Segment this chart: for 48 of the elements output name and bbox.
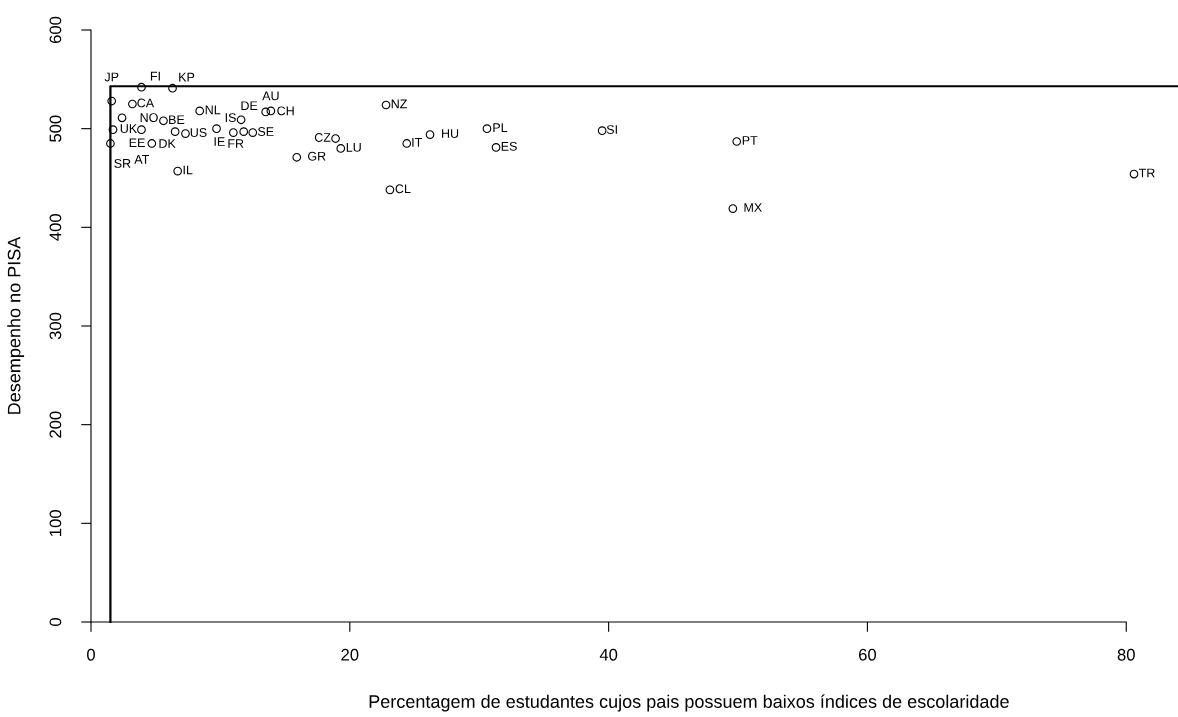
- x-tick-label: 0: [87, 648, 95, 661]
- annotation: TR: [1138, 168, 1155, 178]
- annotation: FR: [228, 139, 244, 148]
- annotation: US: [190, 128, 207, 137]
- y-tick-label: 500: [49, 115, 62, 142]
- annotation: CL: [395, 184, 411, 194]
- y-axis-title: Desempenho no PISA: [7, 236, 25, 414]
- annotation: PT: [742, 136, 758, 145]
- y-tick-label: 400: [49, 214, 62, 241]
- y-tick-label: 100: [49, 510, 62, 536]
- annotation: CA: [137, 98, 155, 108]
- annotation: HU: [442, 129, 459, 138]
- y-tick-label: 0: [49, 618, 62, 626]
- annotation: CZ: [314, 133, 331, 142]
- annotation: BE: [169, 115, 185, 125]
- annotation: NZ: [391, 99, 407, 109]
- annotation: UK: [120, 124, 138, 134]
- annotation: PL: [493, 123, 508, 132]
- annotation: IS: [225, 113, 236, 123]
- annotation: AT: [134, 155, 150, 164]
- x-axis-title: Percentagem de estudantes cujos pais possuem baixos índices de escolaridade: [369, 694, 1009, 712]
- annotation: IE: [214, 137, 225, 146]
- annotation: JP: [104, 72, 119, 82]
- annotation: SR: [114, 158, 131, 168]
- y-tick-label: 200: [49, 411, 62, 438]
- annotation: MX: [744, 203, 762, 212]
- annotation: NL: [205, 105, 221, 115]
- annotation: LU: [346, 143, 361, 152]
- x-tick-label: 40: [599, 648, 618, 661]
- annotation: IL: [183, 165, 193, 175]
- annotation: DE: [241, 101, 258, 111]
- annotation: DK: [159, 139, 176, 148]
- annotation: ES: [501, 141, 517, 151]
- annotation: GR: [308, 151, 326, 161]
- x-tick-label: 60: [859, 648, 877, 661]
- x-tick-label: 80: [1117, 648, 1135, 661]
- annotation: NO: [140, 113, 158, 123]
- y-tick-label: 600: [49, 16, 62, 44]
- annotation: AU: [262, 91, 279, 101]
- annotation: SI: [606, 125, 617, 134]
- annotation: CH: [277, 106, 294, 116]
- annotation: IT: [412, 138, 423, 147]
- annotation: KP: [179, 72, 195, 82]
- y-tick-label: 300: [49, 312, 62, 340]
- annotation: FI: [150, 71, 160, 81]
- x-tick-label: 20: [341, 648, 359, 661]
- annotation: EE: [129, 138, 145, 148]
- annotation: SE: [257, 127, 274, 136]
